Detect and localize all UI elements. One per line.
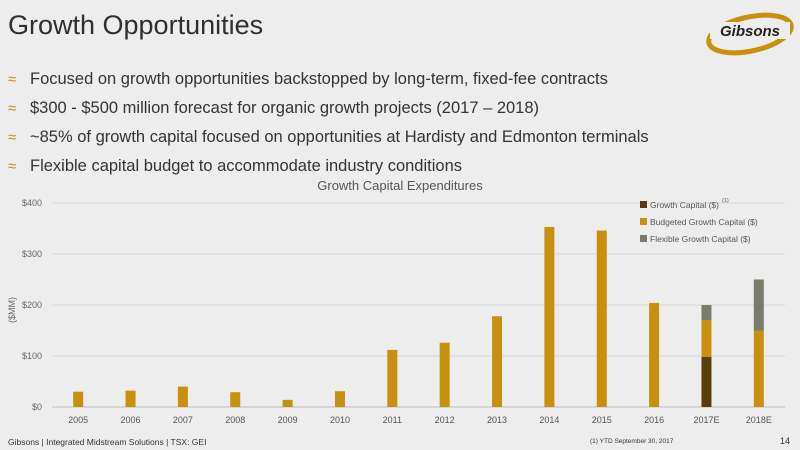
y-axis-label: ($MM) — [7, 297, 17, 323]
bullet-icon: ≈ — [8, 129, 17, 146]
x-tick-label: 2011 — [383, 415, 402, 425]
bar-2009-series-2 — [282, 399, 293, 407]
x-tick-label: 2007 — [173, 415, 193, 425]
growth-capex-chart: $0 $100 $200 $300 $400 ($MM) 2005 2006 2007 2008 2… — [7, 198, 785, 425]
x-tick-label: 2009 — [278, 415, 298, 425]
bar-2011-series-2 — [387, 349, 398, 407]
chart-title: Growth Capital Expenditures — [317, 178, 483, 193]
logo-text: Gibsons — [720, 23, 780, 40]
bar-2017E-series-2 — [701, 320, 712, 358]
bullet-text: ~85% of growth capital focused on opport… — [30, 128, 649, 146]
legend-label: Flexible Growth Capital ($) — [650, 234, 751, 244]
bullet-icon: ≈ — [8, 71, 17, 88]
x-tick-label: 2016 — [644, 415, 664, 425]
x-tick-label: 2018E — [746, 415, 772, 425]
bar-2018E-series-2 — [753, 330, 764, 407]
bar-2006-series-2 — [125, 390, 136, 407]
y-tick-label: $400 — [22, 198, 42, 208]
legend-label: Growth Capital ($) — [650, 200, 719, 210]
x-tick-label: 2015 — [592, 415, 612, 425]
bullet-text: Focused on growth opportunities backstop… — [30, 70, 608, 88]
bullet-item: ≈ Focused on growth opportunities backsto… — [8, 65, 649, 94]
bar-2012-series-2 — [439, 342, 450, 407]
logo-text-band — [710, 22, 790, 39]
gibsons-logo: Gibsons — [706, 12, 794, 56]
bar-2008-series-2 — [230, 392, 241, 407]
bar-2015-series-2 — [596, 230, 607, 407]
bullet-list: ≈ Focused on growth opportunities backsto… — [8, 65, 649, 181]
bullet-item: ≈ $300 - $500 million forecast for organi… — [8, 94, 649, 123]
legend-swatch — [640, 218, 647, 225]
logo-swoosh — [706, 12, 794, 56]
bullet-item: ≈ ~85% of growth capital focused on oppor… — [8, 123, 649, 152]
x-tick-label: 2005 — [68, 415, 88, 425]
bullet-text: Flexible capital budget to accommodate i… — [30, 157, 462, 175]
legend-superscript: (1) — [722, 198, 729, 204]
bullet-item: ≈ Flexible capital budget to accommodate … — [8, 152, 649, 181]
x-tick-label: 2013 — [487, 415, 507, 425]
bar-2014-series-2 — [544, 226, 555, 407]
page-number: 14 — [779, 436, 790, 446]
bar-2005-series-2 — [73, 391, 84, 407]
legend-swatch — [640, 201, 647, 208]
x-tick-label: 2010 — [330, 415, 350, 425]
bullet-text: $300 - $500 million forecast for organic… — [30, 99, 540, 117]
legend-label: Budgeted Growth Capital ($) — [650, 217, 758, 227]
bar-2017E-series-1 — [701, 357, 712, 407]
slide-title: Growth Opportunities — [8, 10, 264, 40]
x-tick-label: 2008 — [225, 415, 245, 425]
y-tick-label: $0 — [32, 402, 42, 412]
bullet-icon: ≈ — [8, 100, 17, 117]
bar-2016-series-2 — [649, 302, 660, 407]
bar-2017E-series-3 — [701, 305, 712, 321]
x-tick-label: 2006 — [121, 415, 141, 425]
bar-2007-series-2 — [177, 386, 188, 407]
y-tick-label: $300 — [22, 249, 42, 259]
y-tick-label: $100 — [22, 351, 42, 361]
x-tick-label: 2017E — [693, 415, 719, 425]
y-tick-label: $200 — [22, 300, 42, 310]
legend-swatch — [640, 235, 647, 242]
footer-company: Gibsons | Integrated Midstream Solutions… — [8, 437, 207, 447]
x-tick-label: 2014 — [539, 415, 559, 425]
bar-2013-series-2 — [492, 316, 503, 407]
footer-footnote: (1) YTD September 30, 2017 — [590, 438, 674, 445]
bar-2018E-series-3 — [753, 279, 764, 331]
x-tick-label: 2012 — [435, 415, 455, 425]
bullet-icon: ≈ — [8, 158, 17, 175]
bar-2010-series-2 — [334, 391, 345, 407]
